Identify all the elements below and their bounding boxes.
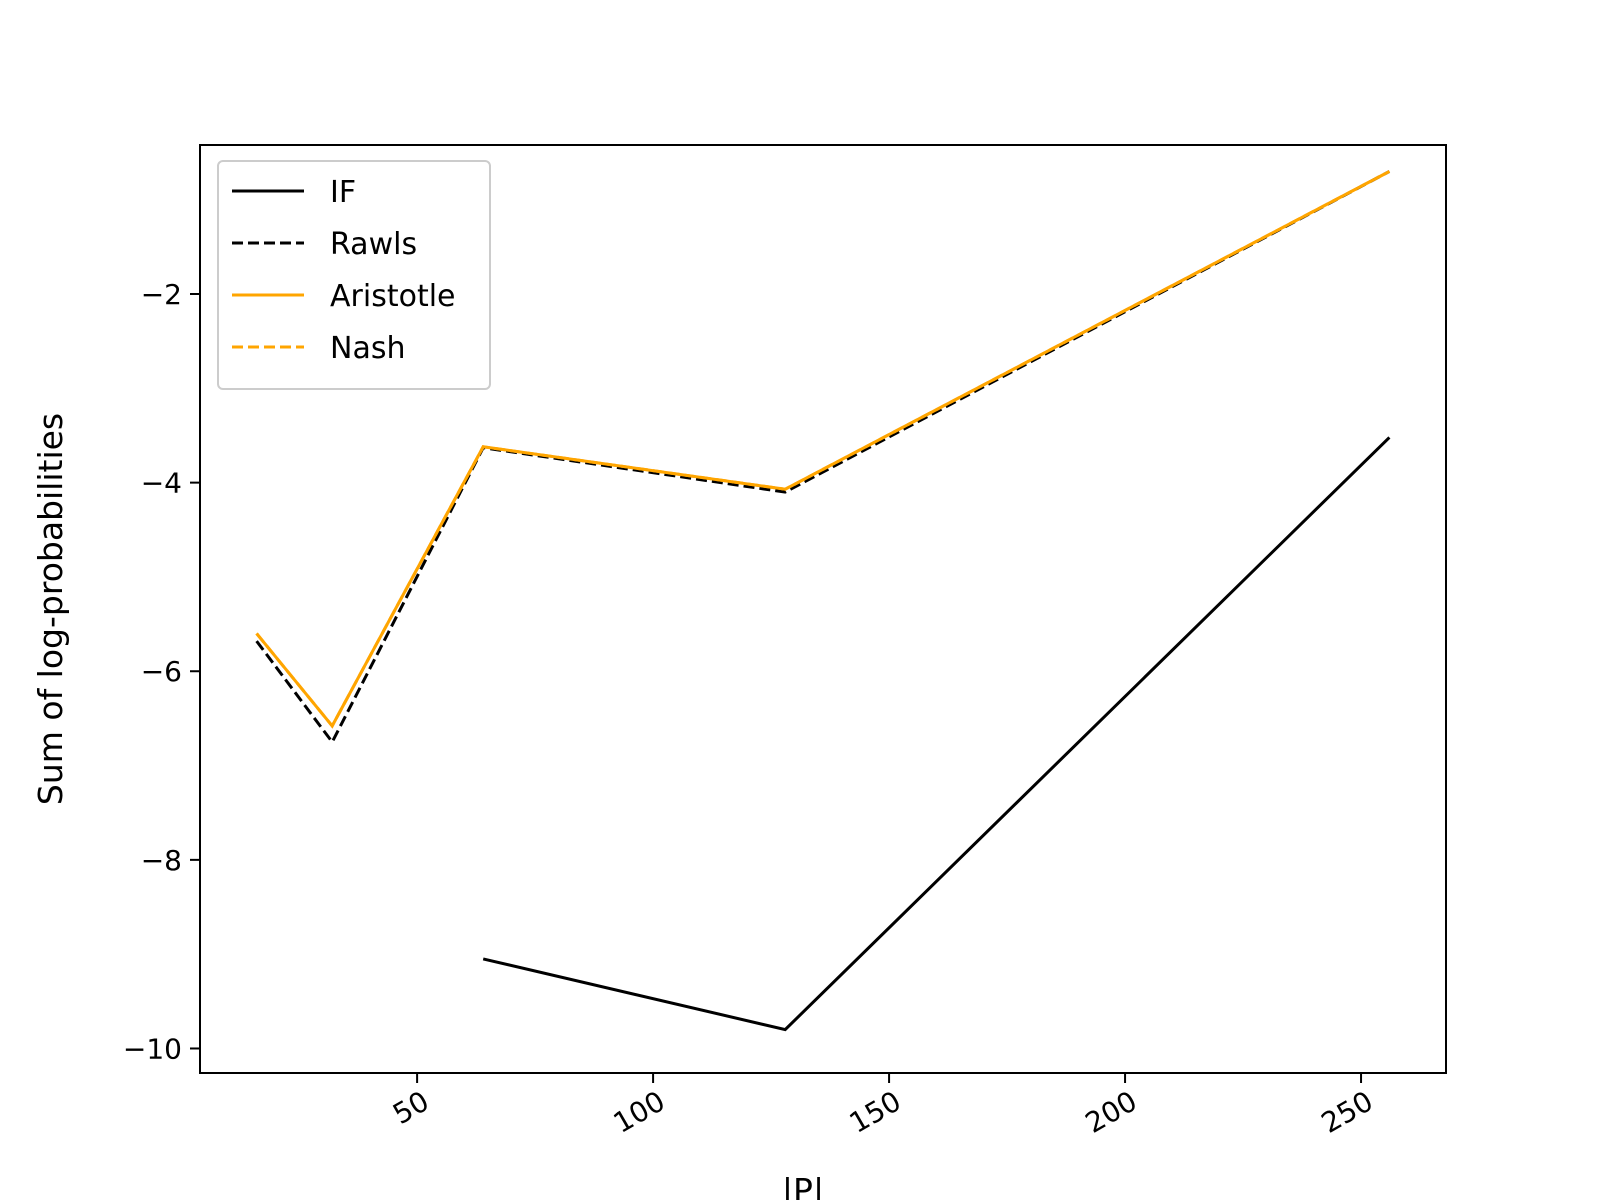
- series-line-nash: [255, 170, 1391, 729]
- series-line-if: [482, 436, 1391, 1032]
- legend: IF Rawls Aristotle Nash: [217, 160, 491, 390]
- x-axis-label: |P|: [782, 1171, 824, 1200]
- legend-label-aristotle: Aristotle: [330, 279, 456, 314]
- x-tick-label: 250: [1316, 1084, 1379, 1139]
- y-tick-label: −10: [123, 1032, 182, 1065]
- x-tick-label: 150: [844, 1084, 907, 1139]
- plot-frame: [199, 144, 1447, 1074]
- y-tick-label: −2: [141, 278, 182, 311]
- legend-box: [217, 160, 491, 390]
- y-tick-label: −8: [141, 844, 182, 877]
- y-tick-label: −4: [141, 467, 182, 500]
- x-tick-label: 200: [1080, 1084, 1143, 1139]
- legend-label-rawls: Rawls: [330, 227, 417, 262]
- x-tick-label: 100: [608, 1084, 671, 1139]
- y-axis: −10 −8 −6 −4 −2: [123, 278, 200, 1065]
- x-axis: 50 100 150 200 250: [387, 1073, 1379, 1140]
- legend-label-nash: Nash: [330, 331, 405, 366]
- series-layer: [255, 170, 1391, 1032]
- legend-label-if: IF: [330, 175, 356, 210]
- y-axis-label: Sum of log-probabilities: [31, 413, 70, 805]
- x-tick-label: 50: [387, 1084, 434, 1130]
- y-tick-label: −6: [141, 655, 182, 688]
